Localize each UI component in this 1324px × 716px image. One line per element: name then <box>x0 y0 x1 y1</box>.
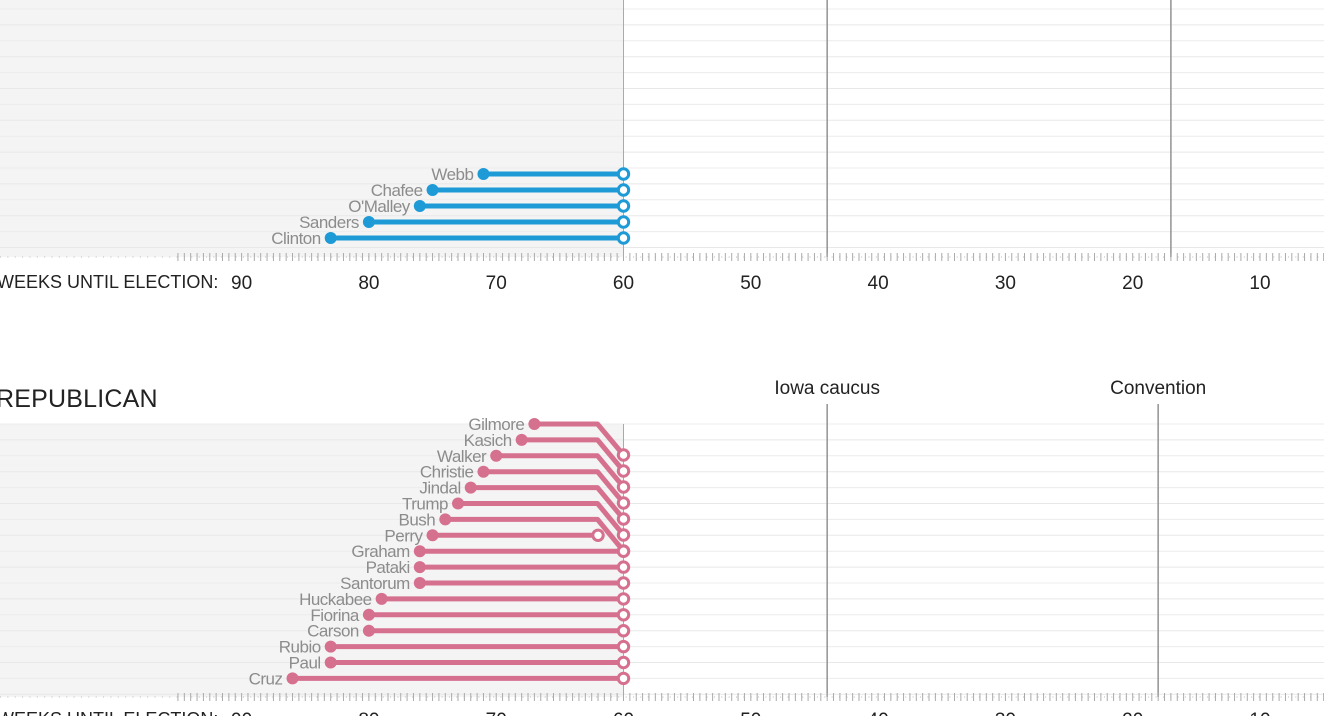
x-tick-label: 20 <box>1122 710 1143 716</box>
candidate-label: O'Malley <box>348 197 411 216</box>
candidate-end-marker <box>616 167 631 181</box>
candidate-start-marker <box>413 545 426 558</box>
x-tick-label: 60 <box>613 710 634 716</box>
candidate-end-marker <box>616 655 631 670</box>
x-tick-label: 50 <box>740 710 761 716</box>
candidate-start-marker <box>362 608 375 621</box>
candidate-label: Jindal <box>419 479 460 498</box>
candidate-label: Sanders <box>299 213 359 232</box>
candidate-start-marker <box>452 497 465 510</box>
candidate-start-marker <box>528 418 541 430</box>
candidate-label: Kasich <box>464 431 512 450</box>
candidate-label: Huckabee <box>299 590 372 609</box>
candidate-start-marker <box>413 200 426 212</box>
candidate-end-marker <box>616 671 631 686</box>
candidate-label: Clinton <box>271 229 320 248</box>
candidate-line <box>470 485 626 521</box>
x-tick-label: 30 <box>995 710 1016 716</box>
x-tick-label: 70 <box>486 273 507 294</box>
candidate-line <box>521 437 626 473</box>
candidate-start-marker <box>426 184 439 196</box>
candidate-end-marker <box>616 608 631 622</box>
candidate-start-marker <box>426 529 439 542</box>
x-tick-label: 10 <box>1249 273 1270 294</box>
candidate-end-marker <box>616 215 631 229</box>
candidate-end-marker <box>616 624 631 638</box>
candidate-end-marker <box>616 199 631 213</box>
x-tick-label: 80 <box>358 273 379 294</box>
x-axis-title: WEEKS UNTIL ELECTION: <box>0 709 218 716</box>
candidate-start-marker <box>362 216 375 228</box>
candidate-end-marker <box>616 560 631 574</box>
candidate-label: Gilmore <box>468 415 524 434</box>
candidate-start-marker <box>413 577 426 589</box>
x-tick-label: 80 <box>358 710 379 716</box>
x-tick-label: 60 <box>613 273 634 294</box>
candidate-label: Fiorina <box>310 606 360 625</box>
candidate-start-marker <box>324 640 337 653</box>
candidate-end-marker <box>616 576 631 590</box>
x-tick-label: 10 <box>1249 710 1270 716</box>
x-tick-label: 20 <box>1122 273 1143 294</box>
x-tick-label: 40 <box>868 710 889 716</box>
candidate-start-marker <box>477 168 490 180</box>
event-label: Iowa caucus <box>774 378 880 399</box>
candidate-line <box>496 453 626 489</box>
candidate-end-marker <box>616 496 631 510</box>
candidate-label: Chafee <box>371 181 423 200</box>
candidate-end-marker <box>616 231 631 245</box>
candidate-label: Walker <box>437 447 487 466</box>
candidate-end-marker <box>616 448 631 462</box>
candidate-end-marker <box>591 528 605 542</box>
candidate-end-marker <box>616 512 631 526</box>
x-tick-label: 50 <box>740 273 761 294</box>
candidate-label: Cruz <box>249 669 283 688</box>
candidate-start-marker <box>286 672 299 685</box>
past-zone <box>0 0 624 257</box>
candidate-line <box>534 421 626 457</box>
candidate-start-marker <box>324 232 337 244</box>
candidate-label: Bush <box>399 510 436 529</box>
party-label: REPUBLICAN <box>0 385 158 413</box>
x-tick-label: 90 <box>231 710 252 716</box>
candidate-end-marker <box>616 639 631 654</box>
candidate-end-marker <box>616 544 631 558</box>
candidate-line <box>483 469 626 505</box>
candidate-end-marker <box>616 183 631 197</box>
candidate-label: Santorum <box>340 574 410 593</box>
candidate-label: Rubio <box>279 638 321 657</box>
candidate-start-marker <box>490 449 503 462</box>
candidate-line <box>445 516 626 553</box>
candidate-label: Trump <box>402 495 448 514</box>
candidate-start-marker <box>464 481 477 494</box>
candidate-start-marker <box>362 624 375 637</box>
x-tick-label: 90 <box>231 273 252 294</box>
candidate-start-marker <box>413 561 426 574</box>
candidate-label: Webb <box>431 165 473 184</box>
candidate-end-marker <box>616 480 631 494</box>
event-label: Convention <box>1110 378 1206 399</box>
candidate-start-marker <box>375 592 388 605</box>
candidate-line <box>458 501 626 537</box>
candidate-label: Graham <box>351 542 410 561</box>
candidate-end-marker <box>616 464 631 478</box>
candidate-label: Christie <box>420 463 474 482</box>
x-tick-label: 30 <box>995 273 1016 294</box>
candidate-label: Perry <box>384 526 423 545</box>
candidate-start-marker <box>439 513 452 526</box>
candidate-end-marker <box>616 592 631 606</box>
x-tick-label: 70 <box>486 710 507 716</box>
candidate-end-marker <box>616 528 631 542</box>
candidate-start-marker <box>515 433 528 446</box>
candidate-start-marker <box>477 465 490 478</box>
candidate-label: Paul <box>289 654 321 673</box>
x-tick-label: 40 <box>868 273 889 294</box>
candidate-label: Carson <box>307 622 359 641</box>
candidate-start-marker <box>324 656 337 669</box>
x-axis-title: WEEKS UNTIL ELECTION: <box>0 272 218 292</box>
candidate-label: Pataki <box>366 558 410 577</box>
